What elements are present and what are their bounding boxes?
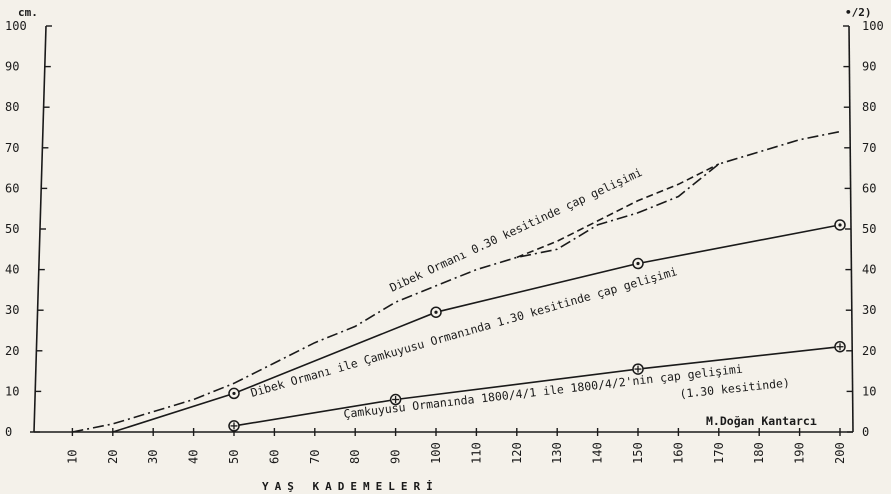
series-line-1 — [72, 130, 841, 433]
right-y-tick-label: 100 — [862, 19, 884, 33]
right-y-tick-label: 0 — [862, 425, 869, 439]
x-tick-label: 160 — [671, 442, 685, 464]
left-y-tick-label: 10 — [5, 384, 19, 398]
x-tick-label: 120 — [510, 442, 524, 464]
x-tick-label: 110 — [469, 442, 483, 464]
x-tick-label: 20 — [106, 450, 120, 464]
x-tick-label: 70 — [308, 450, 322, 464]
right-y-tick-label: 30 — [862, 303, 876, 317]
x-tick-label: 200 — [833, 442, 847, 464]
x-tick-label: 180 — [752, 442, 766, 464]
series-line-2 — [516, 163, 720, 259]
x-tick-label: 50 — [227, 450, 241, 464]
right-y-tick-label: 70 — [862, 141, 876, 155]
series-4-point — [389, 393, 402, 406]
right-axis-unit-label: •/2) — [845, 6, 872, 19]
series-line-4 — [233, 345, 841, 427]
series-3-point — [430, 306, 442, 318]
left-axis-unit-label: cm. — [18, 6, 38, 19]
series-3-point — [834, 219, 846, 231]
x-tick-label: 90 — [389, 450, 403, 464]
x-tick-label: 80 — [348, 450, 362, 464]
right-y-tick-label: 40 — [862, 263, 876, 277]
left-y-tick-label: 40 — [5, 263, 19, 277]
left-y-tick-label: 80 — [5, 100, 19, 114]
left-y-tick-label: 60 — [5, 181, 19, 195]
x-tick-label: 140 — [591, 442, 605, 464]
x-tick-label: 10 — [65, 450, 79, 464]
right-y-tick-label: 20 — [862, 344, 876, 358]
left-y-tick-label: 20 — [5, 344, 19, 358]
x-tick-label: 150 — [631, 442, 645, 464]
annotation-dibek-030: Dibek Ormanı 0.30 kesitinde çap gelişimi — [387, 165, 644, 295]
x-axis-title: YAŞ KADEMELERİ — [262, 479, 439, 493]
series-4-point — [632, 363, 644, 375]
x-tick-label: 60 — [267, 450, 281, 464]
x-tick-label: 170 — [712, 442, 726, 464]
series-4-point — [834, 340, 846, 353]
right-y-tick-label: 10 — [862, 384, 876, 398]
series-4-point — [228, 420, 240, 432]
x-tick-label: 190 — [793, 442, 807, 464]
left-y-tick-label: 0 — [5, 425, 12, 439]
left-y-tick-label: 30 — [5, 303, 19, 317]
series-3-point — [632, 257, 644, 270]
left-y-tick-label: 90 — [5, 60, 19, 74]
right-y-tick-label: 50 — [862, 222, 876, 236]
left-y-tick-label: 100 — [5, 19, 27, 33]
x-tick-label: 130 — [550, 442, 564, 464]
author-credit: M.Doğan Kantarcı — [706, 414, 817, 428]
x-tick-label: 30 — [146, 450, 160, 464]
right-y-tick-label: 60 — [862, 181, 876, 195]
left-y-tick-label: 70 — [5, 141, 19, 155]
right-y-tick-label: 80 — [862, 100, 876, 114]
x-tick-label: 100 — [429, 442, 443, 464]
series-3-point — [228, 387, 240, 400]
right-y-tick-label: 90 — [862, 60, 876, 74]
left-y-tick-label: 50 — [5, 222, 19, 236]
x-tick-label: 40 — [187, 450, 201, 464]
